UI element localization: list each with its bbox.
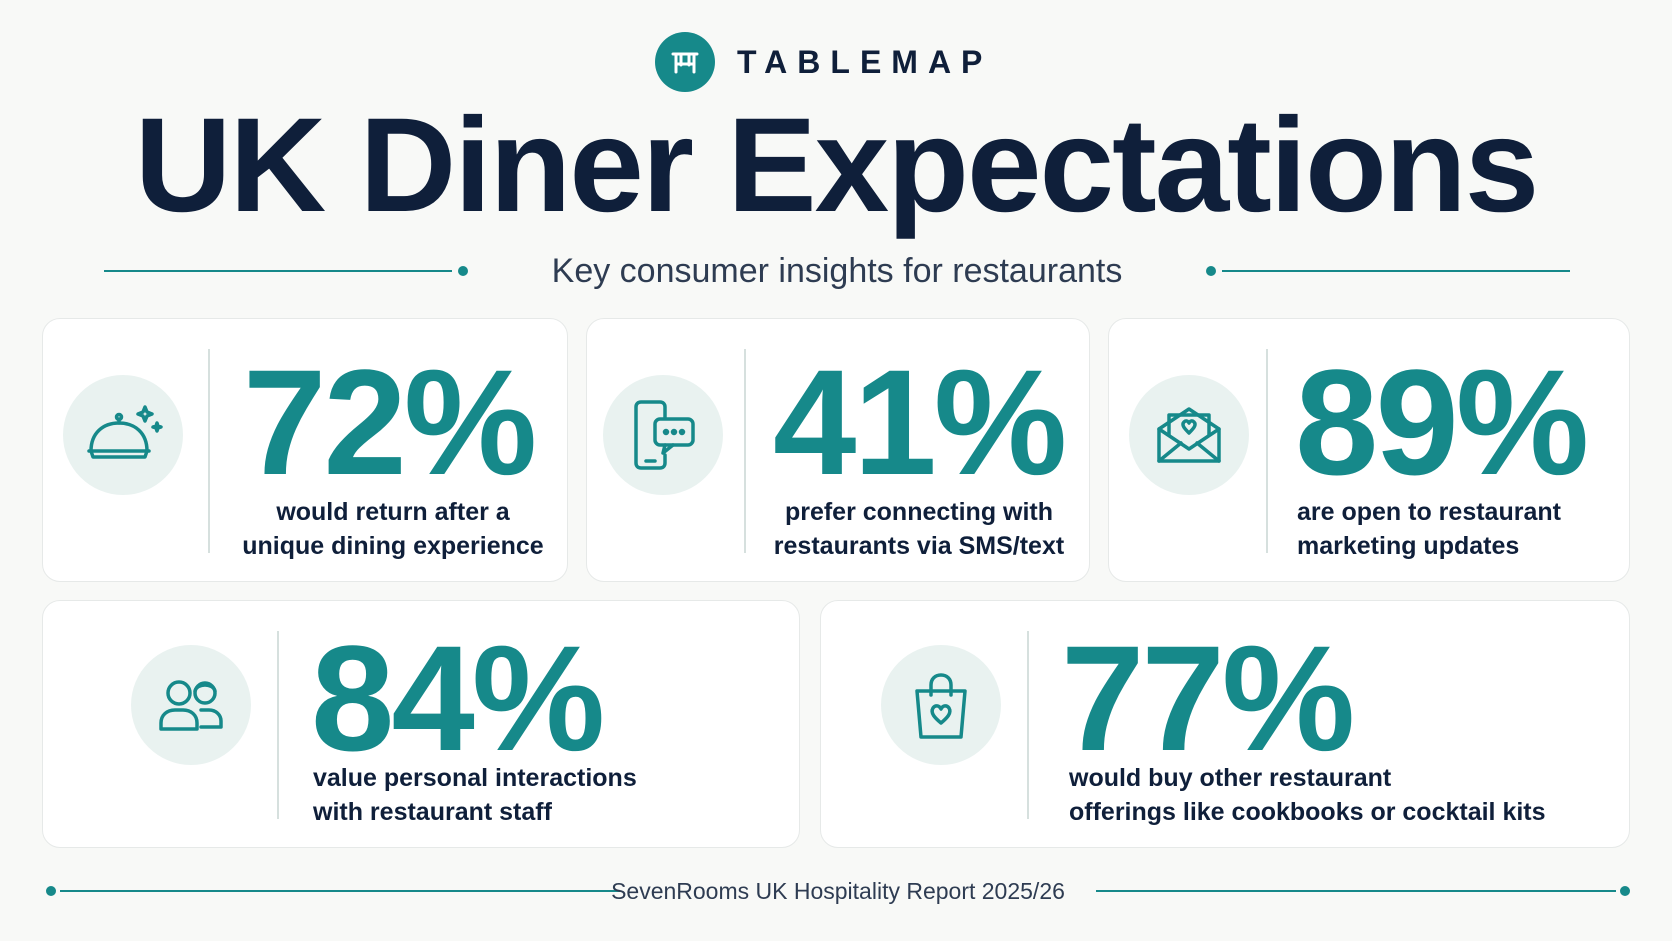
stat-description: value personal interactions with restaur… bbox=[313, 761, 713, 829]
right-divider-dot bbox=[1206, 266, 1216, 276]
footer-right-dot bbox=[1620, 886, 1630, 896]
page-title: UK Diner Expectations bbox=[134, 91, 1540, 240]
right-divider-line bbox=[1222, 270, 1570, 272]
subtitle: Key consumer insights for restaurants bbox=[551, 252, 1123, 290]
serving-cloche-icon bbox=[63, 375, 183, 495]
people-icon bbox=[131, 645, 251, 765]
stat-value: 89% bbox=[1295, 338, 1589, 506]
stat-description-line1: value personal interactions bbox=[313, 764, 637, 792]
left-divider-line bbox=[104, 270, 452, 272]
stat-description-line1: are open to restaurant bbox=[1297, 498, 1561, 526]
footer-left-dot bbox=[46, 886, 56, 896]
card-divider bbox=[208, 349, 210, 553]
card-divider bbox=[1266, 349, 1268, 553]
brand-name: TABLEMAP bbox=[737, 43, 993, 80]
stat-value: 72% bbox=[243, 338, 537, 506]
stat-card-staff: 84% value personal interactions with res… bbox=[42, 600, 800, 848]
stat-description: prefer connecting with restaurants via S… bbox=[759, 495, 1079, 563]
stat-description-line1: would return after a bbox=[276, 498, 510, 526]
stat-description-line2: restaurants via SMS/text bbox=[773, 532, 1065, 560]
stat-description-line2: with restaurant staff bbox=[313, 798, 552, 826]
stat-description-line2: offerings like cookbooks or cocktail kit… bbox=[1069, 798, 1546, 826]
stat-card-return: 72% would return after a unique dining e… bbox=[42, 318, 568, 582]
stat-value: 84% bbox=[311, 614, 605, 782]
stat-description-line1: prefer connecting with bbox=[784, 498, 1054, 526]
footer-source: SevenRooms UK Hospitality Report 2025/26 bbox=[611, 878, 1065, 904]
stat-description-line2: marketing updates bbox=[1297, 532, 1520, 560]
envelope-heart-icon bbox=[1129, 375, 1249, 495]
stat-description: are open to restaurant marketing updates bbox=[1297, 495, 1607, 563]
stat-value: 41% bbox=[773, 338, 1067, 506]
stat-description: would buy other restaurant offerings lik… bbox=[1069, 761, 1609, 829]
brand: TABLEMAP bbox=[655, 32, 992, 92]
stat-card-marketing: 89% are open to restaurant marketing upd… bbox=[1108, 318, 1630, 582]
subtitle-row: Key consumer insights for restaurants bbox=[104, 248, 1570, 294]
stat-card-sms: 41% prefer connecting with restaurants v… bbox=[586, 318, 1090, 582]
stat-value: 77% bbox=[1061, 614, 1355, 782]
stat-card-offerings: 77% would buy other restaurant offerings… bbox=[820, 600, 1630, 848]
stat-description-line1: would buy other restaurant bbox=[1069, 764, 1392, 792]
footer: SevenRooms UK Hospitality Report 2025/26 bbox=[46, 874, 1630, 908]
stat-description: would return after a unique dining exper… bbox=[233, 495, 553, 563]
stat-description-line2: unique dining experience bbox=[242, 532, 544, 560]
phone-chat-icon bbox=[603, 375, 723, 495]
card-divider bbox=[1027, 631, 1029, 819]
restaurant-table-icon bbox=[655, 32, 715, 92]
left-divider-dot bbox=[458, 266, 468, 276]
shopping-bag-heart-icon bbox=[881, 645, 1001, 765]
card-divider bbox=[277, 631, 279, 819]
footer-left-line bbox=[60, 890, 620, 892]
card-divider bbox=[744, 349, 746, 553]
footer-right-line bbox=[1096, 890, 1616, 892]
